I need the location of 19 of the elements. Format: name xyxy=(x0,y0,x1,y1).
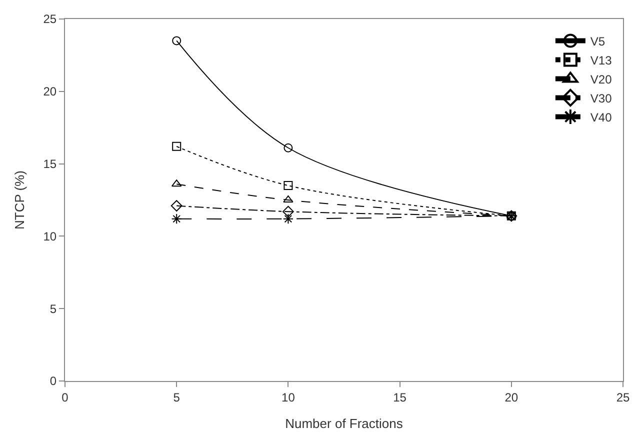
legend-label: V20 xyxy=(590,72,612,86)
legend-label: V5 xyxy=(590,34,606,48)
x-axis-title: Number of Fractions xyxy=(285,416,404,431)
y-tick-label: 25 xyxy=(43,12,57,26)
y-tick-label: 15 xyxy=(43,157,57,171)
y-tick-label: 0 xyxy=(50,374,57,388)
x-tick-label: 0 xyxy=(62,390,69,404)
legend-label: V13 xyxy=(590,53,612,68)
legend-label: V40 xyxy=(590,110,612,124)
y-tick-label: 20 xyxy=(43,84,57,99)
x-tick-label: 15 xyxy=(393,390,407,404)
legend-label: V30 xyxy=(590,91,612,106)
y-tick-label: 5 xyxy=(50,302,57,316)
x-tick-label: 25 xyxy=(616,390,630,404)
y-axis-title: NTCP (%) xyxy=(12,170,28,230)
x-tick-label: 5 xyxy=(173,390,180,404)
x-tick-label: 20 xyxy=(504,390,518,404)
y-tick-label: 10 xyxy=(43,229,57,244)
x-tick-label: 10 xyxy=(282,390,296,404)
